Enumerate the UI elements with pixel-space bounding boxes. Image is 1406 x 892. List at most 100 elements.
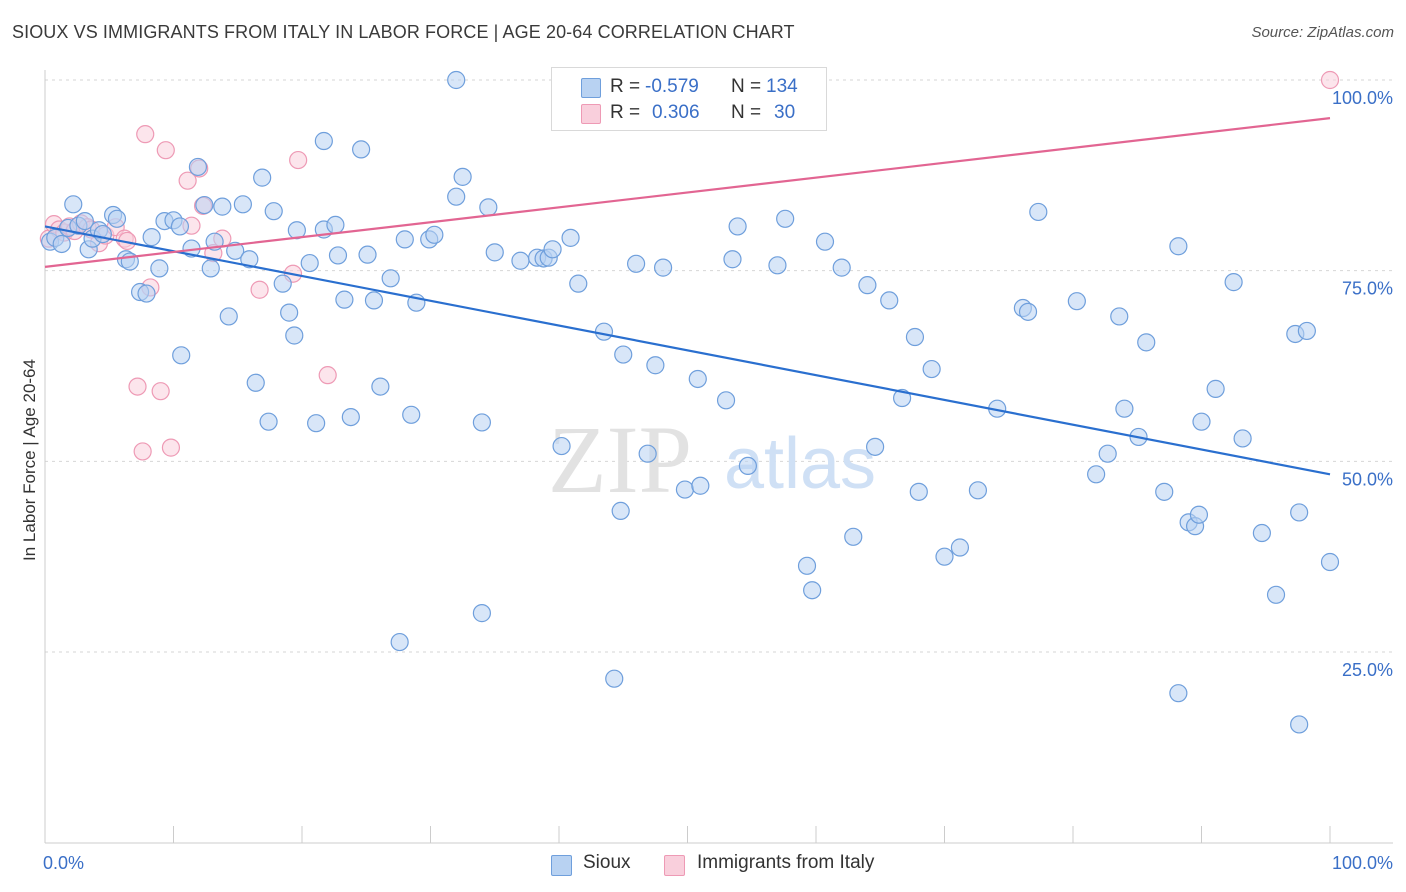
sioux-point [1169,684,1188,703]
y-axis-label: In Labor Force | Age 20-64 [20,359,39,561]
sioux-point [213,197,232,216]
italy-point [151,382,170,401]
sioux-point [638,444,657,463]
italy-point [161,438,181,457]
sioux-point [552,436,571,456]
sioux-point [75,211,94,231]
sioux-point [358,245,377,264]
sioux-point [1192,412,1211,431]
legend-r-label: R = [610,76,641,97]
sioux-point [691,476,710,495]
sioux-points [41,70,1340,734]
sioux-point [300,253,319,273]
legend-row-sioux: R = -0.579 N = 134 [552,74,826,102]
sioux-point [170,217,190,236]
sioux-point [285,326,304,345]
y-tick-label: 100.0% [1332,88,1393,108]
sioux-point [905,327,925,347]
italy-point [133,442,152,461]
sioux-point [880,291,899,310]
sioux-point [1067,292,1086,311]
sioux-point [511,251,530,270]
sioux-point [611,501,630,521]
sioux-point [1115,399,1134,418]
series-label-sioux: Sioux [583,852,631,873]
sioux-point [716,391,736,410]
sioux-point [326,215,345,235]
sioux-point [968,481,988,500]
sioux-point [381,269,400,288]
sioux-point [52,234,71,254]
legend-r-label: R = [610,102,641,123]
sioux-point [1233,429,1252,448]
sioux-point [935,547,954,566]
sioux-point [1169,237,1188,256]
sioux-point [797,556,817,575]
sioux-point [402,405,421,424]
sioux-point [93,224,112,244]
sioux-point [447,70,466,90]
sioux-point [614,345,633,364]
sioux-point [233,195,252,214]
legend-n-label: N = [731,76,762,97]
sioux-point [569,274,588,293]
x-tick-label: 100.0% [1332,853,1393,873]
sioux-point [335,290,354,309]
sioux-point [1087,465,1106,484]
sioux-point [1110,307,1129,326]
sioux-point [803,581,822,600]
sioux-point [688,369,707,389]
sioux-point [626,254,646,273]
italy-point [156,141,175,160]
sioux-point [1252,523,1271,543]
sioux-point [768,256,787,275]
sioux-point [909,482,928,501]
series-label-italy: Immigrants from Italy [697,852,875,873]
sioux-point [328,246,348,265]
sioux-point [815,232,835,251]
sioux-point [1098,444,1117,463]
sioux-point [1290,715,1309,734]
sioux-point [485,243,504,262]
legend-r-value: 0.306 [652,102,700,123]
sioux-point [1137,333,1156,352]
sioux-point [1297,321,1316,341]
sioux-point [858,276,877,295]
correlation-legend: R = -0.579 N = 134 R = 0.306 N = 30 [551,67,827,131]
sioux-point [728,217,747,236]
sioux-point [240,250,259,269]
sioux-point [832,258,851,277]
series-swatch-sioux [551,855,572,876]
sioux-point [280,303,299,322]
sioux-point [1224,273,1243,292]
sioux-point [395,230,414,249]
sioux-point [264,202,283,221]
italy-trend-line [44,117,1331,268]
sioux-point [352,140,371,159]
source-label: Source: ZipAtlas.com [1251,24,1394,41]
watermark-zip: ZIP [548,406,692,513]
gridlines [45,79,1393,653]
sioux-point [479,198,498,217]
sioux-point [201,259,220,278]
sioux-point [844,527,863,546]
sioux-point [776,209,795,228]
sioux-point [453,167,472,186]
sioux-point [1320,552,1340,572]
sioux-point [950,538,970,557]
italy-point [136,125,155,144]
sioux-point [447,187,466,206]
y-tick-label: 25.0% [1342,660,1393,680]
sioux-trend-line [44,225,1331,476]
sioux-point [371,377,390,396]
sioux-point [1029,202,1048,222]
sioux-point [253,168,272,187]
sioux-point [561,228,580,247]
sioux-point [1189,505,1209,524]
sioux-point [543,240,562,259]
sioux-point [472,604,491,623]
sioux-point [1018,302,1038,321]
sioux-point [314,131,333,151]
x-tick-label: 0.0% [43,853,84,873]
